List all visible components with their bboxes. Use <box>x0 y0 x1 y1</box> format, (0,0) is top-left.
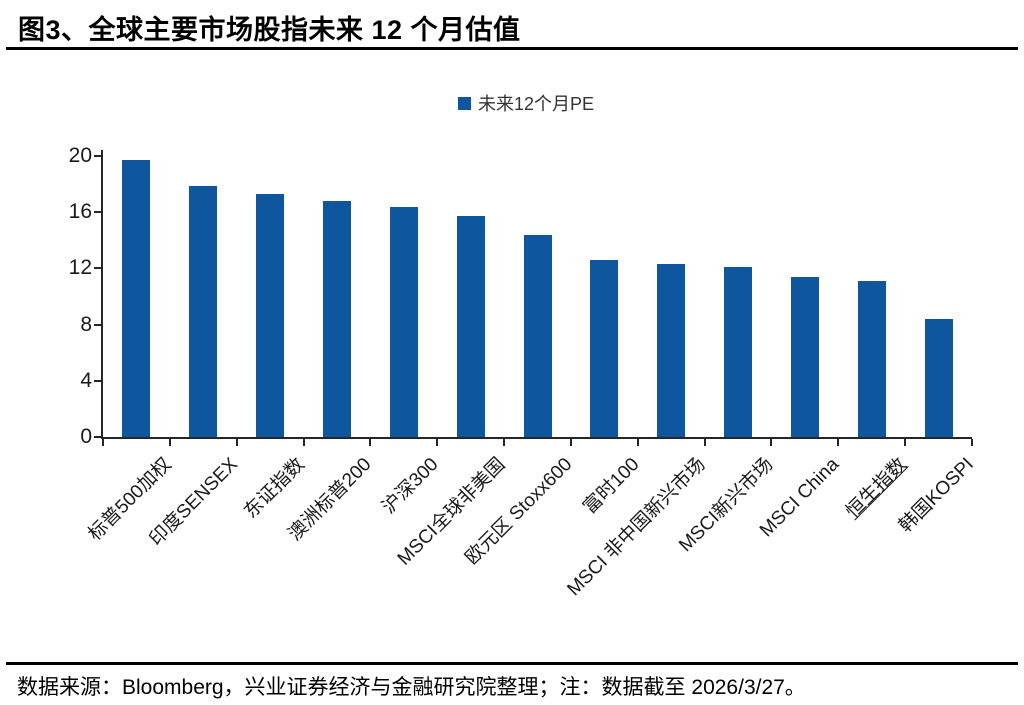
footer-divider <box>6 662 1018 665</box>
title-divider <box>6 47 1018 50</box>
bar <box>122 160 151 437</box>
x-axis-label: 富时100 <box>579 454 644 519</box>
y-tick-label: 8 <box>80 312 92 336</box>
bar <box>924 318 953 437</box>
bar-chart: 0 4 8 12 16 20 标普500加权 印度SENSEX 东证指数 澳洲标普200 沪深300… <box>68 144 978 600</box>
x-axis-tick <box>503 439 506 446</box>
x-axis-tick <box>302 439 305 446</box>
y-axis-tick <box>94 267 101 270</box>
bar <box>790 276 819 437</box>
x-axis-tick <box>436 439 439 446</box>
y-axis-tick <box>94 155 101 157</box>
chart-legend: 未来12个月PE <box>0 90 1024 116</box>
bar <box>389 206 418 437</box>
bar <box>256 193 285 437</box>
x-axis-label: 沪深300 <box>378 454 443 519</box>
x-axis-tick <box>837 439 840 446</box>
x-axis-tick <box>102 439 104 446</box>
bar <box>724 266 753 437</box>
x-axis-label: 恒生指数 <box>841 454 911 523</box>
source-note: 数据来源：Bloomberg，兴业证券经济与金融研究院整理；注：数据截至 202… <box>17 676 806 699</box>
y-axis-tick <box>94 323 101 326</box>
x-axis-tick <box>369 439 372 446</box>
x-axis-tick <box>636 439 639 446</box>
x-axis-tick <box>904 439 907 446</box>
x-axis-tick <box>770 439 773 446</box>
y-tick-label: 16 <box>68 200 92 224</box>
legend-label: 未来12个月PE <box>477 94 595 114</box>
y-axis-tick <box>94 379 101 382</box>
bar <box>456 216 485 437</box>
bar <box>857 281 886 437</box>
legend-swatch-icon <box>457 96 471 110</box>
x-axis-tick <box>703 439 706 446</box>
x-axis-label: 东证指数 <box>240 454 309 523</box>
bar <box>189 185 218 437</box>
y-axis-tick <box>94 211 101 214</box>
y-tick-label: 4 <box>80 368 92 392</box>
bar <box>657 264 686 437</box>
x-axis-line <box>101 437 972 439</box>
x-axis-tick <box>971 439 973 446</box>
x-axis-tick <box>168 439 171 446</box>
bar <box>523 234 552 437</box>
figure-title: 图3、全球主要市场股指未来 12 个月估值 <box>18 15 521 45</box>
y-axis-tick <box>94 436 101 438</box>
bar <box>322 200 351 437</box>
bar <box>590 259 619 437</box>
y-tick-label: 12 <box>68 256 92 280</box>
y-tick-label: 0 <box>80 425 92 448</box>
y-axis-line <box>101 150 103 439</box>
x-axis-tick <box>235 439 238 446</box>
y-tick-label: 20 <box>68 144 92 167</box>
x-axis-tick <box>569 439 572 446</box>
